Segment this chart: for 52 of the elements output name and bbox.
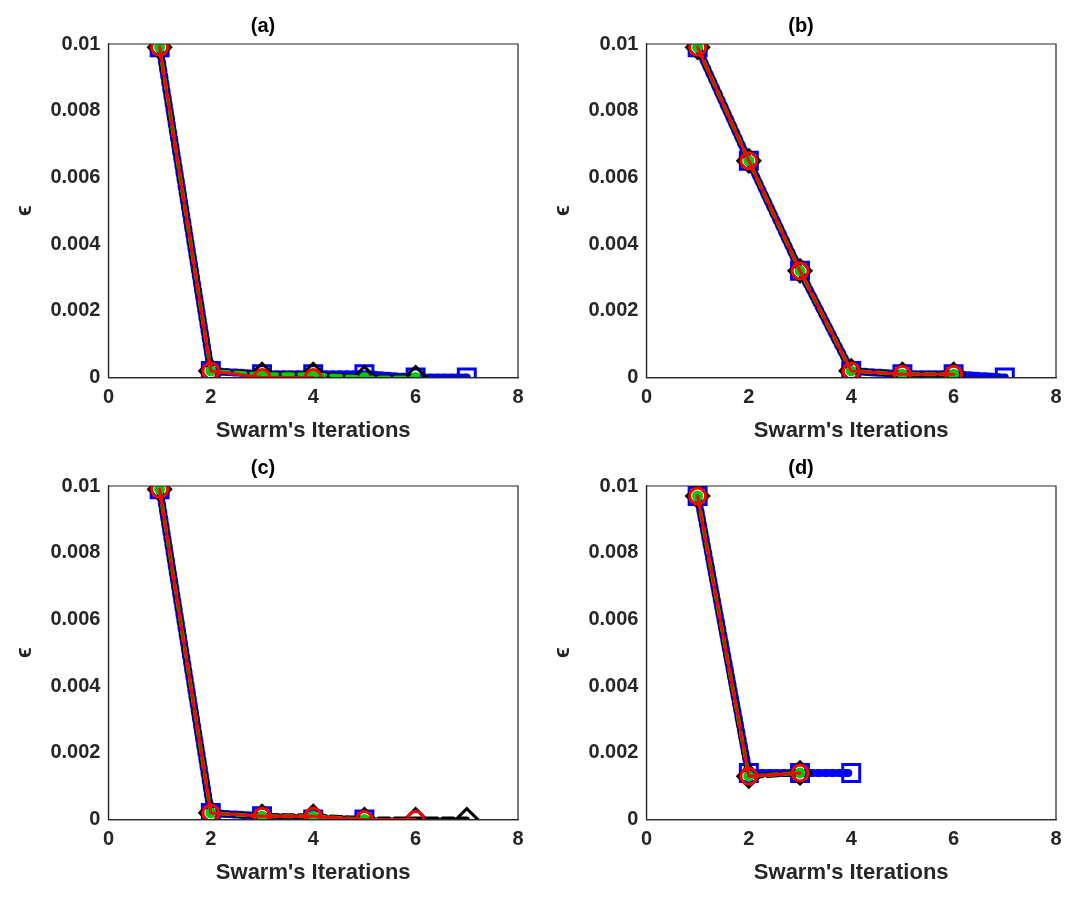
y-tick-label: 0.01	[599, 31, 639, 54]
y-axis-title: ϵ	[11, 647, 37, 659]
chart-title: (b)	[788, 13, 814, 36]
y-tick-label: 0.008	[50, 540, 101, 563]
x-axis-title: Swarm's Iterations	[753, 416, 949, 442]
x-tick-label: 6	[948, 827, 960, 850]
y-tick-label: 0.01	[61, 31, 101, 54]
y-tick-label: 0.006	[588, 164, 639, 187]
x-tick-label: 2	[743, 827, 755, 850]
y-tick-label: 0.004	[50, 673, 102, 696]
y-tick-label: 0.01	[599, 473, 639, 496]
y-tick-label: 0.006	[588, 606, 639, 629]
y-tick-label: 0.01	[61, 473, 101, 496]
x-tick-label: 4	[307, 827, 320, 850]
x-tick-label: 6	[948, 385, 960, 408]
y-axis-title: ϵ	[549, 205, 575, 217]
y-tick-label: 0	[89, 807, 101, 830]
x-tick-label: 4	[307, 385, 320, 408]
y-tick-label: 0.002	[588, 298, 639, 321]
x-tick-label: 8	[512, 385, 524, 408]
x-tick-label: 4	[845, 827, 858, 850]
y-axis-title: ϵ	[11, 205, 37, 217]
y-axis-title: ϵ	[549, 647, 575, 659]
chart-title: (c)	[250, 455, 276, 478]
y-tick-label: 0	[89, 365, 101, 388]
y-tick-label: 0.006	[50, 164, 101, 187]
y-tick-label: 0.002	[588, 740, 639, 763]
y-tick-label: 0.004	[50, 231, 102, 254]
y-tick-label: 0.006	[50, 606, 101, 629]
y-tick-label: 0.008	[50, 98, 101, 121]
y-tick-label: 0.008	[588, 98, 639, 121]
x-axis-title: Swarm's Iterations	[215, 858, 411, 884]
y-tick-label: 0.004	[588, 231, 640, 254]
y-tick-label: 0	[627, 807, 639, 830]
x-tick-label: 6	[410, 827, 422, 850]
chart-title: (d)	[788, 455, 814, 478]
x-tick-label: 6	[410, 385, 422, 408]
x-tick-label: 8	[1050, 385, 1062, 408]
chart-title: (a)	[250, 13, 276, 36]
x-tick-label: 2	[205, 827, 217, 850]
y-tick-label: 0	[627, 365, 639, 388]
x-tick-label: 2	[743, 385, 755, 408]
x-tick-label: 8	[1050, 827, 1062, 850]
x-tick-label: 4	[845, 385, 858, 408]
y-tick-label: 0.008	[588, 540, 639, 563]
x-axis-title: Swarm's Iterations	[753, 858, 949, 884]
x-axis-title: Swarm's Iterations	[215, 416, 411, 442]
y-tick-label: 0.002	[50, 298, 101, 321]
x-tick-label: 2	[205, 385, 217, 408]
y-tick-label: 0.002	[50, 740, 101, 763]
y-tick-label: 0.004	[588, 673, 640, 696]
x-tick-label: 8	[512, 827, 524, 850]
